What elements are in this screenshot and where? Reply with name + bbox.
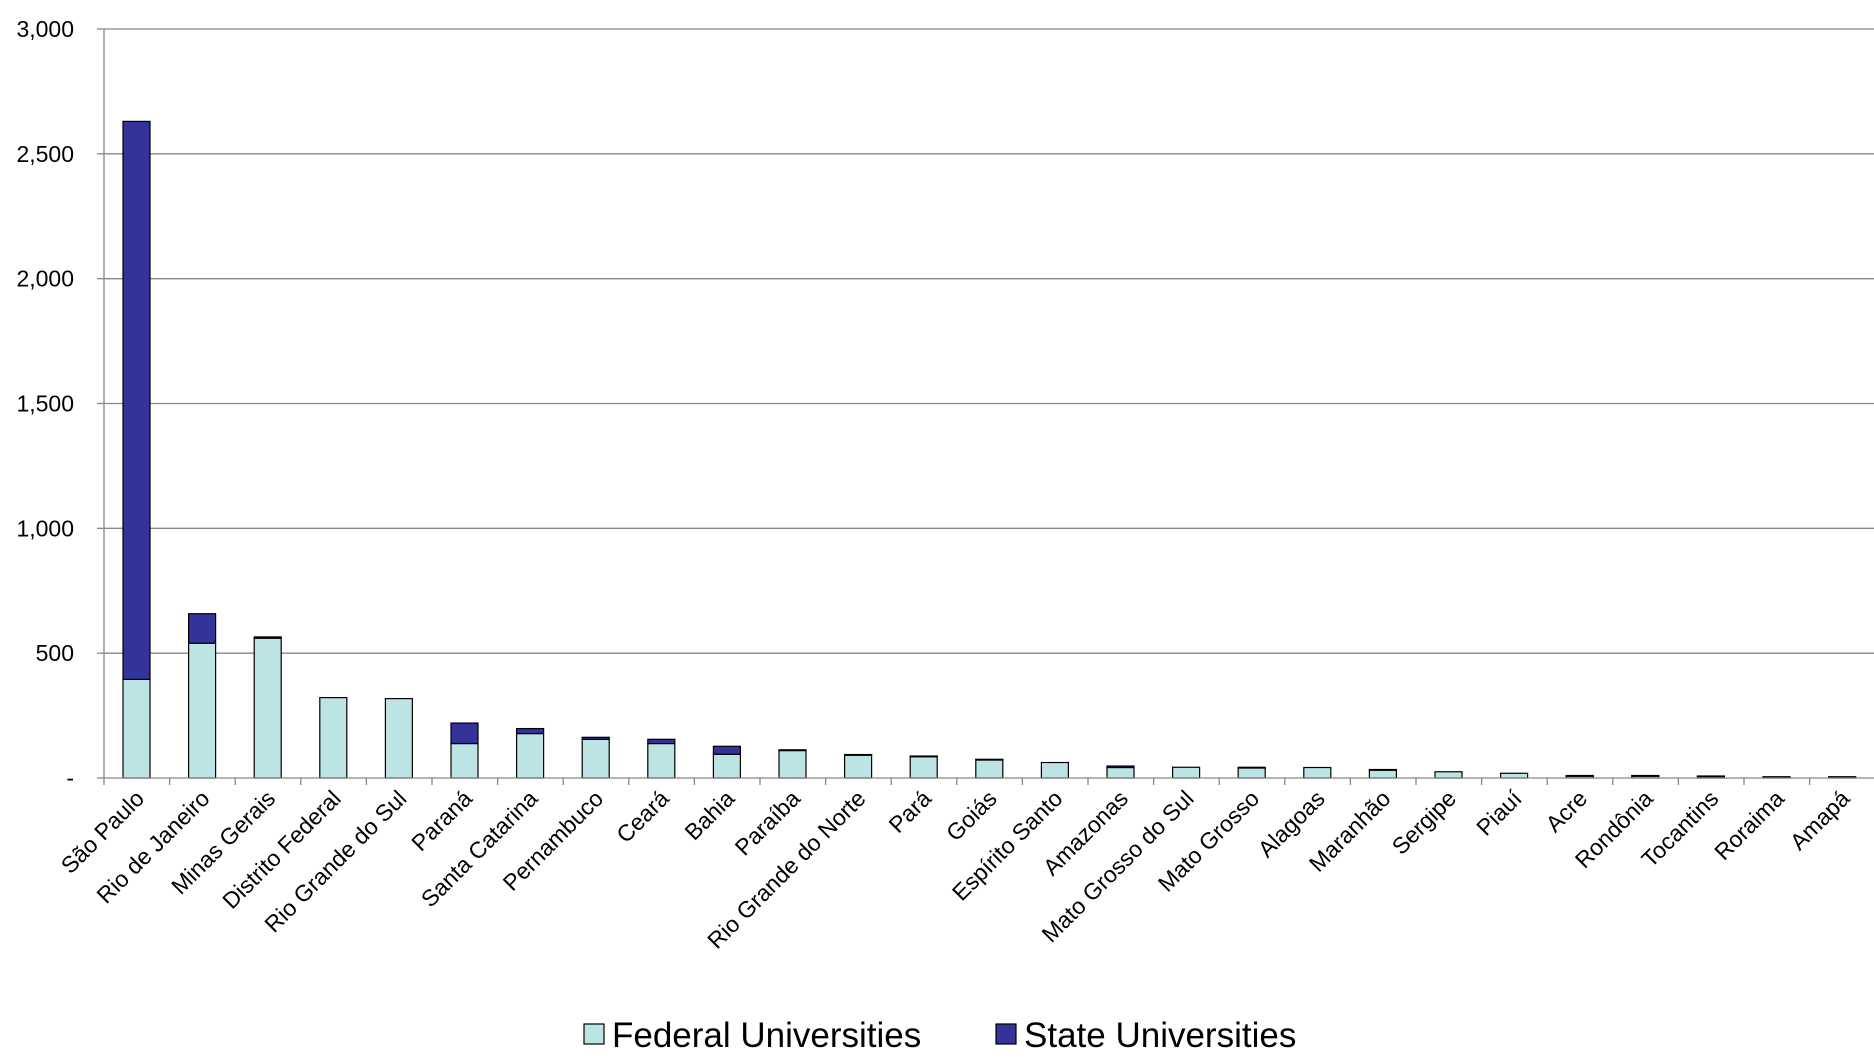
bar-federal	[975, 759, 1004, 779]
bar-federal	[778, 749, 807, 779]
bar-state	[1631, 774, 1660, 777]
bar-federal	[1303, 766, 1332, 779]
bar-federal	[1040, 761, 1070, 779]
bar-state	[1696, 775, 1726, 778]
bar-state	[843, 753, 873, 756]
x-tick-label: Ceará	[611, 785, 674, 848]
bar-state	[450, 722, 479, 745]
x-tick-label: Pará	[883, 785, 936, 838]
y-tick-label: 1,500	[16, 391, 74, 417]
y-tick-label: 500	[36, 640, 74, 666]
legend-item-federal: Federal Universities	[583, 1016, 921, 1055]
bar-federal	[909, 755, 938, 779]
y-tick-label: 1,000	[16, 515, 74, 541]
x-tick-label: Amapá	[1785, 785, 1855, 855]
x-tick-label: Santa Catarina	[416, 785, 543, 912]
x-tick-label: Goiás	[941, 785, 1002, 846]
bar-federal	[515, 732, 545, 779]
bar-federal	[1368, 769, 1398, 779]
bar-federal	[647, 742, 676, 779]
bar-state	[515, 727, 545, 735]
bar-state	[188, 613, 217, 644]
x-tick-label: Rio de Janeiro	[91, 785, 214, 908]
y-axis-ticks: - 500 1,000 1,500 2,000 2,500 3,000	[16, 16, 104, 791]
bar-state	[1237, 766, 1266, 769]
bar-federal	[450, 742, 479, 779]
legend: Federal Universities State Universities	[583, 1016, 1296, 1055]
x-tick-label: Roraima	[1709, 785, 1789, 865]
legend-label: Federal Universities	[612, 1016, 921, 1055]
bar-federal	[1106, 766, 1135, 779]
bar-federal	[384, 698, 413, 779]
bar-federal	[843, 754, 873, 779]
bar-state	[122, 120, 151, 680]
bar-federal	[1434, 771, 1463, 779]
bar-federal	[1171, 766, 1201, 779]
bar-state	[647, 738, 676, 745]
gridlines	[104, 28, 1874, 654]
bar-federal	[581, 738, 610, 779]
legend-swatch	[583, 1023, 605, 1045]
bar-state	[253, 636, 282, 639]
bar-federal	[122, 678, 151, 779]
bar-state	[581, 736, 610, 740]
bars	[122, 120, 1857, 779]
x-tick-label: Distrito Federal	[217, 785, 346, 914]
bar-federal	[1499, 772, 1529, 779]
bar-state	[1565, 774, 1594, 777]
axes	[103, 29, 1874, 779]
bar-federal	[319, 697, 348, 779]
y-tick-label: 3,000	[16, 16, 74, 42]
x-tick-label: Sergipe	[1387, 785, 1461, 859]
bar-state	[712, 745, 742, 755]
bar-federal	[712, 753, 742, 779]
bar-state	[778, 749, 807, 752]
x-tick-label: Acre	[1540, 785, 1592, 837]
bar-federal	[253, 637, 282, 779]
legend-item-state: State Universities	[995, 1016, 1296, 1055]
y-tick-label: 2,000	[16, 266, 74, 292]
bar-federal	[188, 642, 217, 779]
bar-state	[909, 755, 938, 758]
y-tick-label: 2,500	[16, 141, 74, 167]
bar-state	[1368, 768, 1398, 771]
bar-federal	[1237, 767, 1266, 779]
y-tick-label: -	[66, 765, 74, 791]
bar-state	[1106, 765, 1135, 769]
legend-label: State Universities	[1024, 1016, 1296, 1055]
legend-swatch	[995, 1023, 1017, 1045]
x-tick-label: Piauí	[1471, 785, 1527, 841]
x-tick-label: Bahia	[679, 785, 739, 845]
bar-state	[975, 758, 1004, 761]
